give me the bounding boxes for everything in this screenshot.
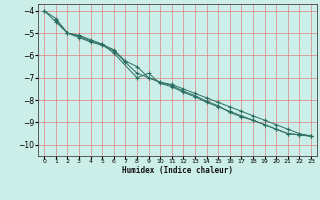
X-axis label: Humidex (Indice chaleur): Humidex (Indice chaleur)	[122, 166, 233, 175]
